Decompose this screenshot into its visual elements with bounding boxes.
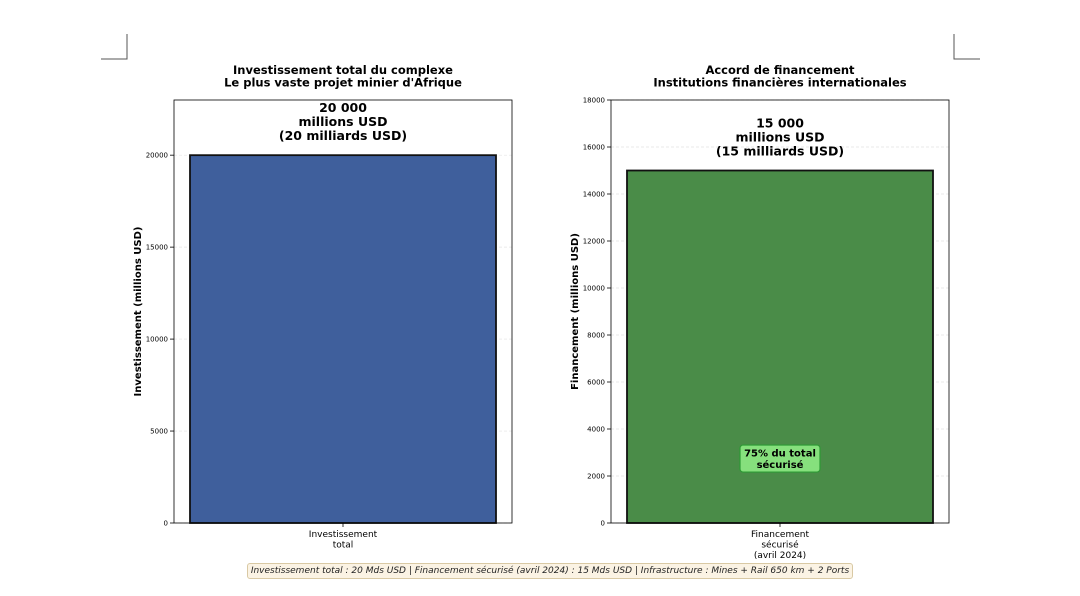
y-tick-label: 18000 — [583, 97, 605, 105]
bar — [189, 154, 497, 524]
chart-title: Investissement total du complexe — [233, 63, 453, 77]
y-tick-label: 5000 — [150, 428, 168, 436]
x-tick-label: Financement — [751, 530, 809, 540]
y-tick-label: 10000 — [583, 285, 605, 293]
page-corner-marks — [101, 34, 980, 60]
x-tick-label: sécurisé — [761, 540, 799, 551]
plot-frame — [610, 99, 950, 524]
y-tick-label: 6000 — [587, 379, 605, 387]
bar-value-label: millions USD — [299, 114, 388, 129]
annotation-box — [739, 444, 821, 473]
bar-value-label: (15 milliards USD) — [716, 144, 844, 159]
corner-mark-top-right — [953, 34, 980, 60]
y-axis-label: Financement (millions USD) — [570, 233, 581, 390]
annotation-text: sécurisé — [757, 459, 804, 471]
y-tick-label: 0 — [601, 520, 605, 528]
y-tick-label: 16000 — [583, 144, 605, 152]
bar-value-label: 15 000 — [756, 116, 804, 131]
footnote-text: Investissement total : 20 Mds USD | Fina… — [250, 566, 850, 576]
y-tick-label: 14000 — [583, 191, 605, 199]
bar-value-label: millions USD — [736, 130, 825, 145]
footnote-box: Investissement total : 20 Mds USD | Fina… — [247, 563, 853, 579]
x-tick-label: (avril 2024) — [754, 551, 806, 561]
x-tick-label: Investissement — [309, 530, 378, 540]
y-tick-label: 2000 — [587, 473, 605, 481]
y-tick-label: 20000 — [146, 152, 168, 160]
plot-frame — [173, 99, 513, 524]
chart-title: Accord de financement — [705, 63, 855, 77]
y-tick-label: 12000 — [583, 238, 605, 246]
annotation-text: 75% du total — [744, 449, 816, 460]
y-tick-label: 10000 — [146, 336, 168, 344]
corner-mark-top-left — [101, 34, 128, 60]
y-tick-label: 0 — [164, 520, 168, 528]
y-axis-label: Investissement (millions USD) — [133, 227, 144, 397]
chart-subtitle: Le plus vaste projet minier d'Afrique — [224, 76, 462, 90]
bar-value-label: 20 000 — [319, 100, 367, 115]
bar-value-label: (20 milliards USD) — [279, 128, 407, 143]
x-tick-label: total — [333, 541, 354, 551]
y-tick-label: 4000 — [587, 426, 605, 434]
y-tick-label: 8000 — [587, 332, 605, 340]
y-tick-label: 15000 — [146, 244, 168, 252]
chart-subtitle: Institutions financières internationales — [653, 76, 906, 90]
